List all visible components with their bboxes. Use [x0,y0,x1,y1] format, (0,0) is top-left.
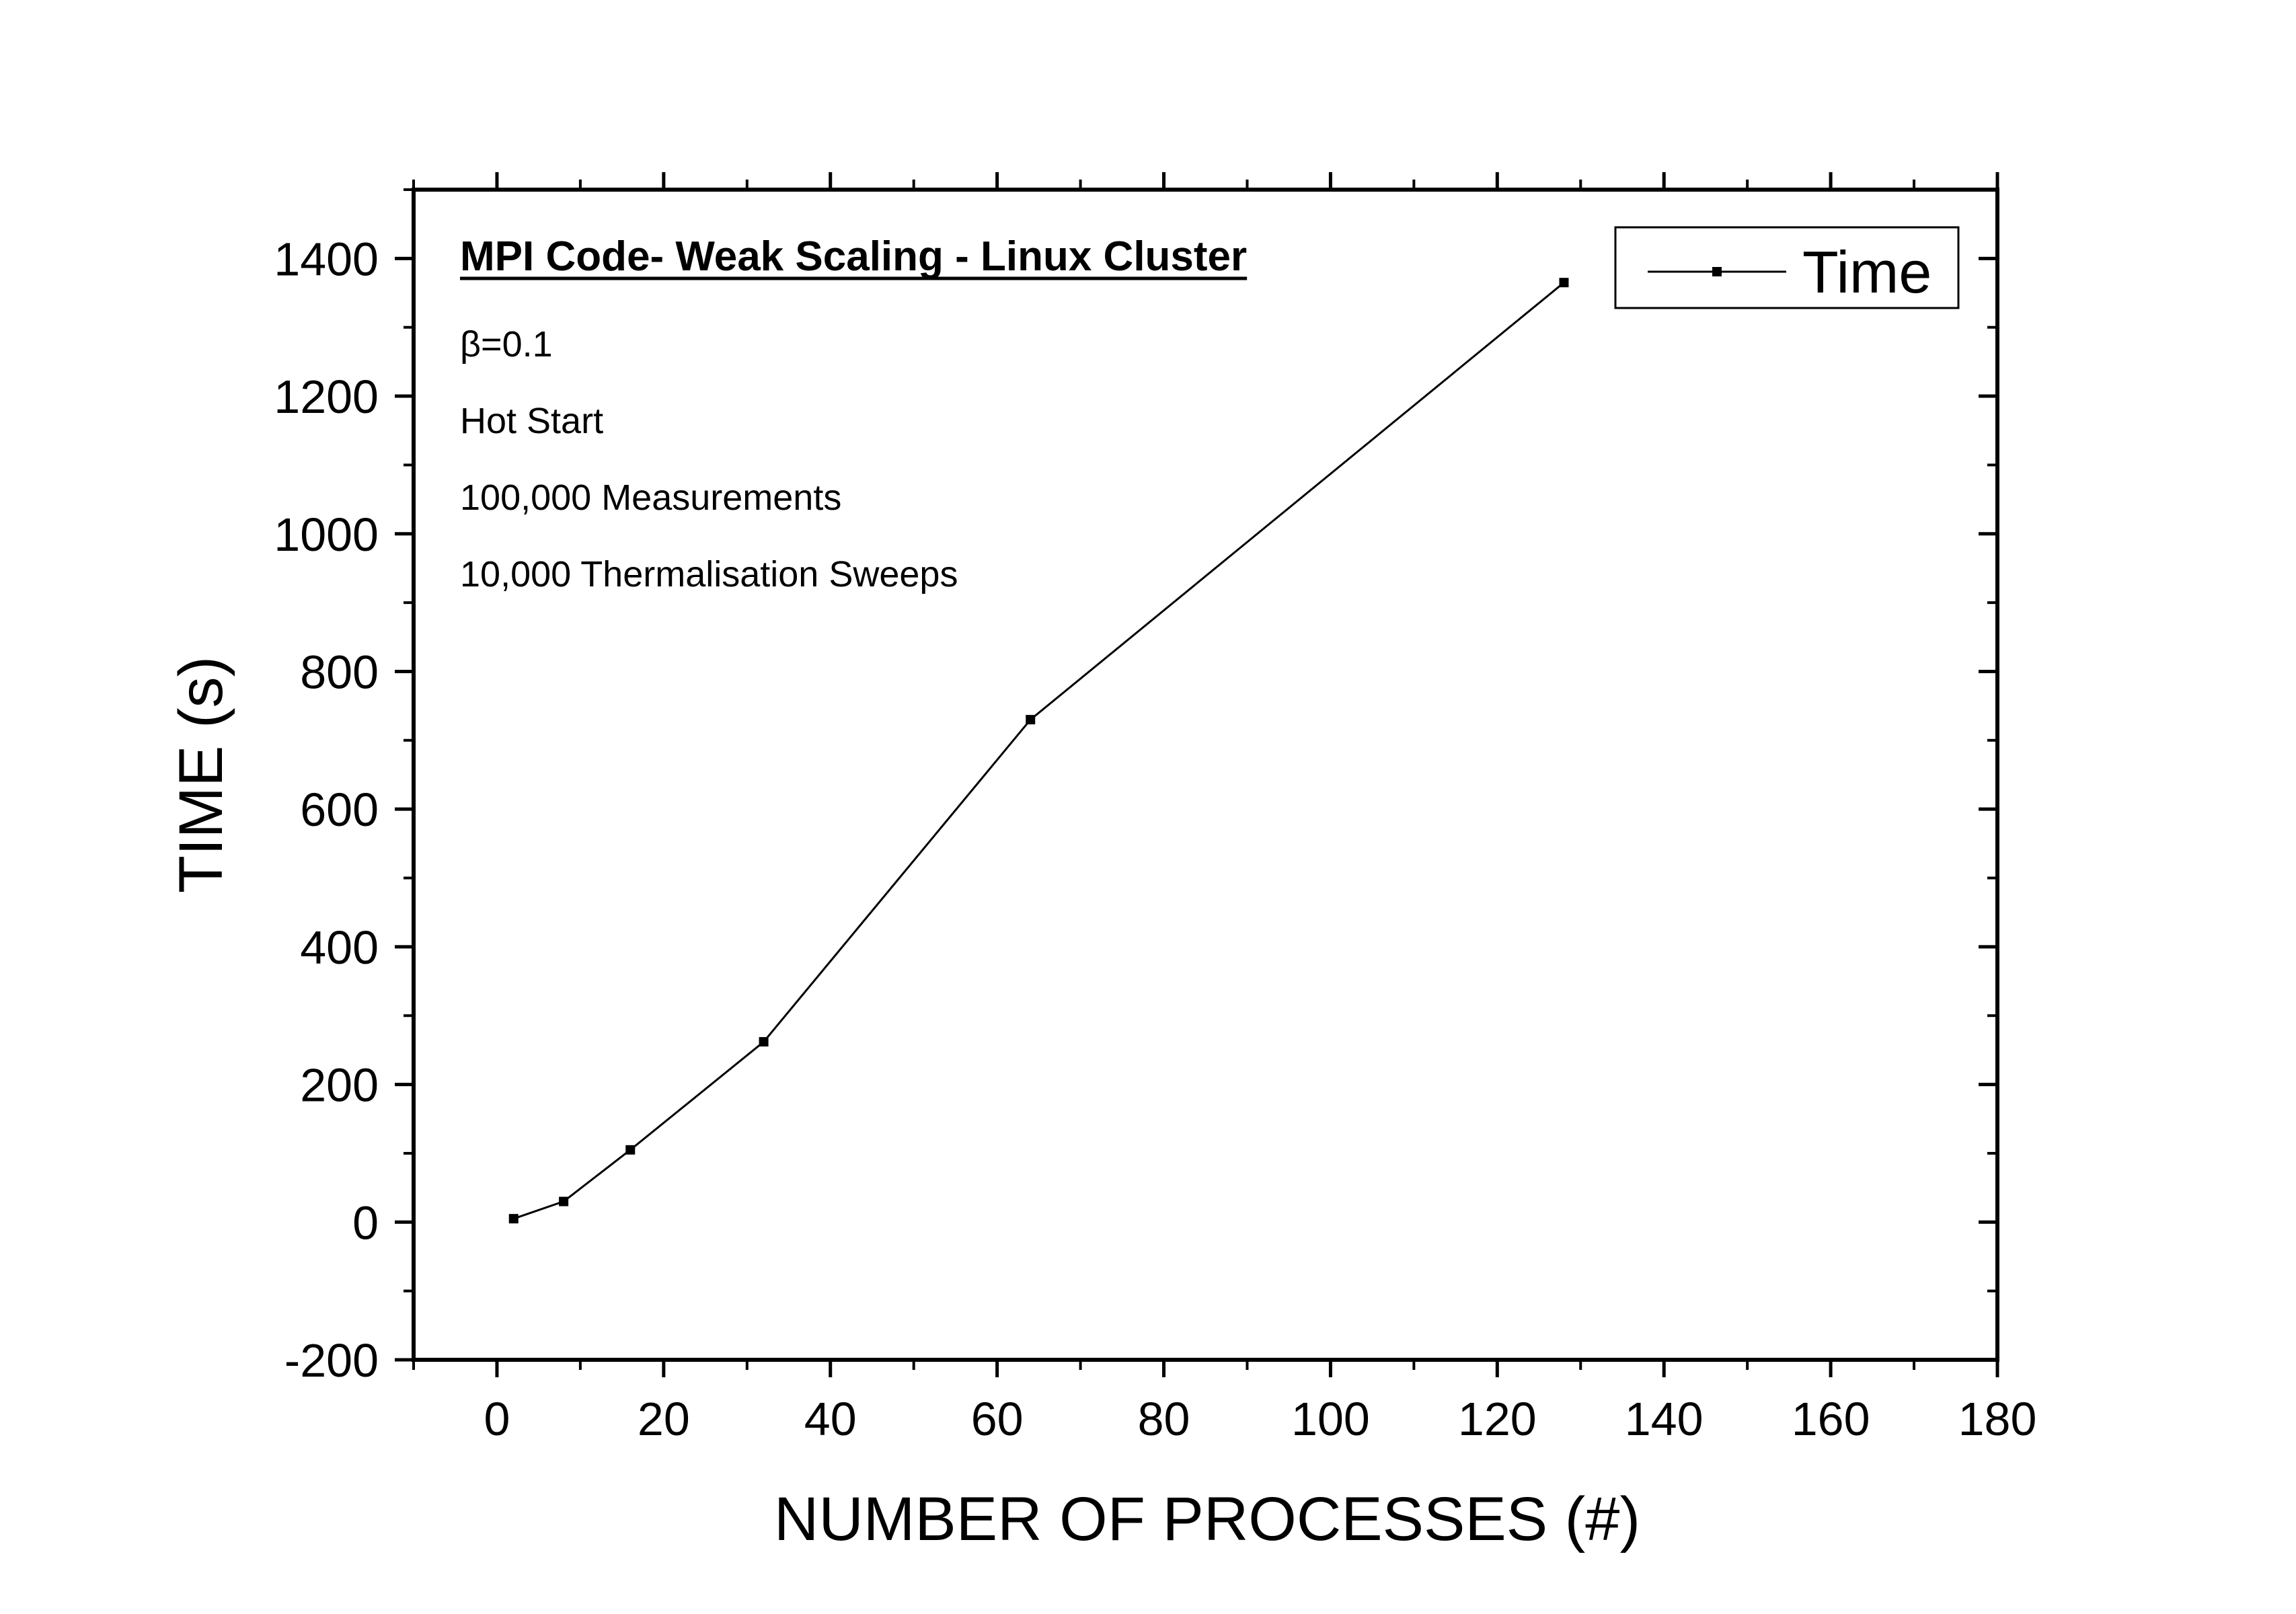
plot-frame [412,188,1999,1362]
y-axis-title: TIME (s) [167,656,235,894]
x-tick-label: 100 [1291,1393,1370,1445]
legend: Time [1614,226,1960,309]
x-axis-ticks [412,172,1999,1377]
y-tick-label: -200 [284,1334,379,1387]
annotation-beta: β=0.1 [460,324,553,364]
annotation-block: MPI Code- Weak Scaling - Linux Cluster β… [460,233,1248,594]
legend-box [1614,226,1960,309]
x-tick-label: 0 [484,1393,510,1445]
y-tick-label: 600 [300,783,379,836]
y-tick-label: 400 [300,921,379,974]
x-axis-tick-labels: 0 20 40 60 80 100 120 140 160 180 [484,1393,2036,1445]
y-axis-tick-labels: -200 0 200 400 600 800 1000 1200 1400 [274,233,379,1387]
x-tick-label: 140 [1625,1393,1704,1445]
data-point [625,1145,636,1155]
data-point [559,1196,569,1206]
x-tick-label: 40 [804,1393,857,1445]
y-axis-ticks [395,188,1997,1362]
annotation-title: MPI Code- Weak Scaling - Linux Cluster [460,233,1247,280]
y-tick-label: 200 [300,1059,379,1112]
data-point [508,1214,519,1224]
y-tick-label: 1000 [274,508,379,561]
x-tick-label: 80 [1138,1393,1190,1445]
annotation-measurements: 100,000 Measurements [460,477,841,518]
y-tick-label: 1200 [274,371,379,423]
x-tick-label: 180 [1958,1393,2037,1445]
x-axis-title: NUMBER OF PROCESSES (#) [774,1485,1640,1553]
data-point [759,1037,769,1047]
y-tick-label: 1400 [274,233,379,285]
x-tick-label: 120 [1458,1393,1537,1445]
data-point [1026,715,1036,725]
legend-marker-sample [1712,267,1722,276]
series-time-line [513,282,1565,1220]
x-tick-label: 60 [971,1393,1024,1445]
annotation-sweeps: 10,000 Thermalisation Sweeps [460,554,958,594]
annotation-start: Hot Start [460,401,603,441]
y-tick-label: 0 [352,1196,379,1249]
x-tick-label: 160 [1792,1393,1870,1445]
y-tick-label: 800 [300,646,379,698]
series-time [508,278,1569,1224]
x-tick-label: 20 [638,1393,690,1445]
data-point [1559,278,1569,288]
legend-label-time: Time [1802,239,1931,305]
